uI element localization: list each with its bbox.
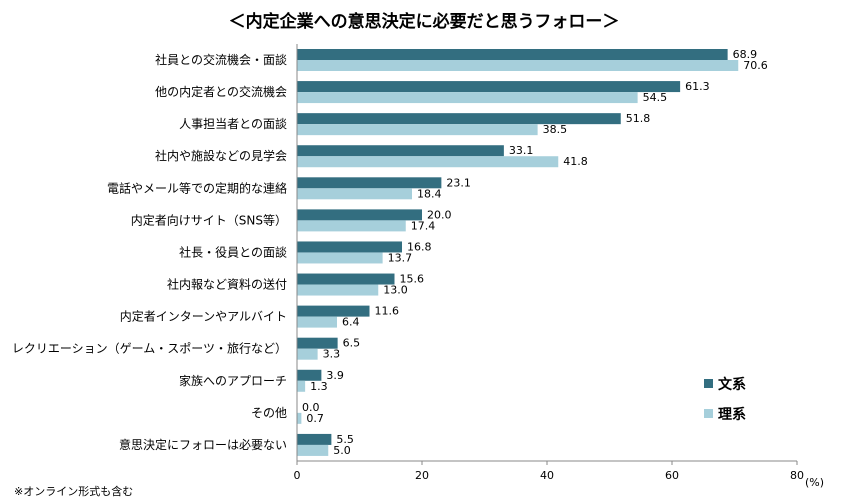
category-label: 他の内定者との交流機会 <box>155 84 287 99</box>
data-label-bunkei: 5.5 <box>336 433 354 446</box>
category-label: 電話やメール等での定期的な連絡 <box>107 180 287 195</box>
legend-swatch-rikei <box>704 409 713 418</box>
data-label-rikei: 38.5 <box>543 123 568 136</box>
data-label-bunkei: 0.0 <box>302 401 320 414</box>
ticks-layer: 0 20 40 60 80 <box>294 461 804 482</box>
data-label-rikei: 54.5 <box>643 91 668 104</box>
bar-rikei <box>297 124 538 136</box>
bar-bunkei <box>297 49 728 60</box>
category-label: その他 <box>251 406 287 420</box>
data-label-bunkei: 23.1 <box>446 176 471 189</box>
x-tick-label: 40 <box>540 469 554 482</box>
category-label: 人事担当者との面談 <box>179 116 287 131</box>
category-label: 社長・役員との面談 <box>179 244 287 259</box>
bar-bunkei <box>297 337 338 349</box>
category-label: レクリエーション（ゲーム・スポーツ・旅行など） <box>12 342 287 356</box>
bar-rikei <box>297 188 412 200</box>
bar-bunkei <box>297 113 621 125</box>
bar-rikei <box>297 380 306 392</box>
bar-rikei <box>297 252 383 264</box>
bar-bunkei <box>297 209 422 221</box>
bar-rikei <box>297 348 318 360</box>
bar-bunkei <box>297 433 332 445</box>
data-label-bunkei: 16.8 <box>407 240 432 253</box>
bar-bunkei <box>297 177 442 189</box>
data-label-rikei: 3.3 <box>323 348 341 361</box>
data-label-rikei: 41.8 <box>563 155 588 168</box>
data-label-bunkei: 3.9 <box>326 369 344 382</box>
bar-bunkei <box>297 273 395 285</box>
data-label-bunkei: 61.3 <box>685 80 710 93</box>
legend-label-rikei: 理系 <box>718 406 746 423</box>
data-label-rikei: 70.6 <box>743 59 768 72</box>
data-label-rikei: 1.3 <box>310 380 328 393</box>
data-label-bunkei: 20.0 <box>427 208 452 221</box>
x-tick-label: 20 <box>415 469 429 482</box>
data-label-bunkei: 33.1 <box>509 144 534 157</box>
footnote: ※オンライン形式も含む <box>14 484 133 498</box>
bar-bunkei <box>297 305 370 317</box>
x-tick-label: 0 <box>294 469 301 482</box>
data-label-rikei: 6.4 <box>342 316 360 329</box>
category-label: 内定者インターンやアルバイト <box>120 309 287 324</box>
bar-rikei <box>297 444 329 456</box>
bar-bunkei <box>297 81 681 93</box>
data-label-bunkei: 6.5 <box>343 337 361 350</box>
bar-rikei <box>297 412 302 424</box>
data-label-rikei: 17.4 <box>411 219 436 232</box>
x-axis-unit: (%) <box>805 476 824 489</box>
x-tick-label: 60 <box>665 469 679 482</box>
category-label: 社内報など資料の送付 <box>167 277 287 292</box>
bar-rikei <box>297 156 559 168</box>
data-label-rikei: 13.7 <box>388 251 413 264</box>
bar-bunkei <box>297 369 322 381</box>
bar-bunkei <box>297 145 504 157</box>
category-label: 意思決定にフォローは必要ない <box>119 437 287 452</box>
data-label-bunkei: 51.8 <box>626 112 651 125</box>
data-label-bunkei: 11.6 <box>375 305 400 318</box>
x-tick-label: 80 <box>790 469 804 482</box>
legend: 文系 理系 <box>704 376 746 423</box>
category-label: 内定者向けサイト（SNS等） <box>131 212 287 227</box>
data-label-rikei: 0.7 <box>306 412 324 425</box>
data-label-rikei: 13.0 <box>383 284 408 297</box>
chart-title: ＜内定企業への意思決定に必要だと思うフォロー＞ <box>229 11 620 32</box>
category-label: 家族へのアプローチ <box>179 373 287 388</box>
data-label-bunkei: 68.9 <box>733 48 758 61</box>
bar-rikei <box>297 92 638 104</box>
data-label-bunkei: 15.6 <box>400 273 425 286</box>
bar-rikei <box>297 284 379 296</box>
legend-label-bunkei: 文系 <box>718 376 746 393</box>
category-label: 社員との交流機会・面談 <box>155 52 287 67</box>
data-label-rikei: 18.4 <box>417 187 442 200</box>
bars-layer: 社員との交流機会・面談 68.970.6 他の内定者との交流機会 61.3 54.5 人事… <box>12 48 768 457</box>
bar-rikei <box>297 60 739 71</box>
bar-rikei <box>297 316 337 328</box>
category-label: 社内や施設などの見学会 <box>155 148 287 163</box>
bar-rikei <box>297 220 406 232</box>
legend-swatch-bunkei <box>704 379 713 388</box>
bar-bunkei <box>297 241 402 253</box>
data-label-rikei: 5.0 <box>333 444 351 457</box>
